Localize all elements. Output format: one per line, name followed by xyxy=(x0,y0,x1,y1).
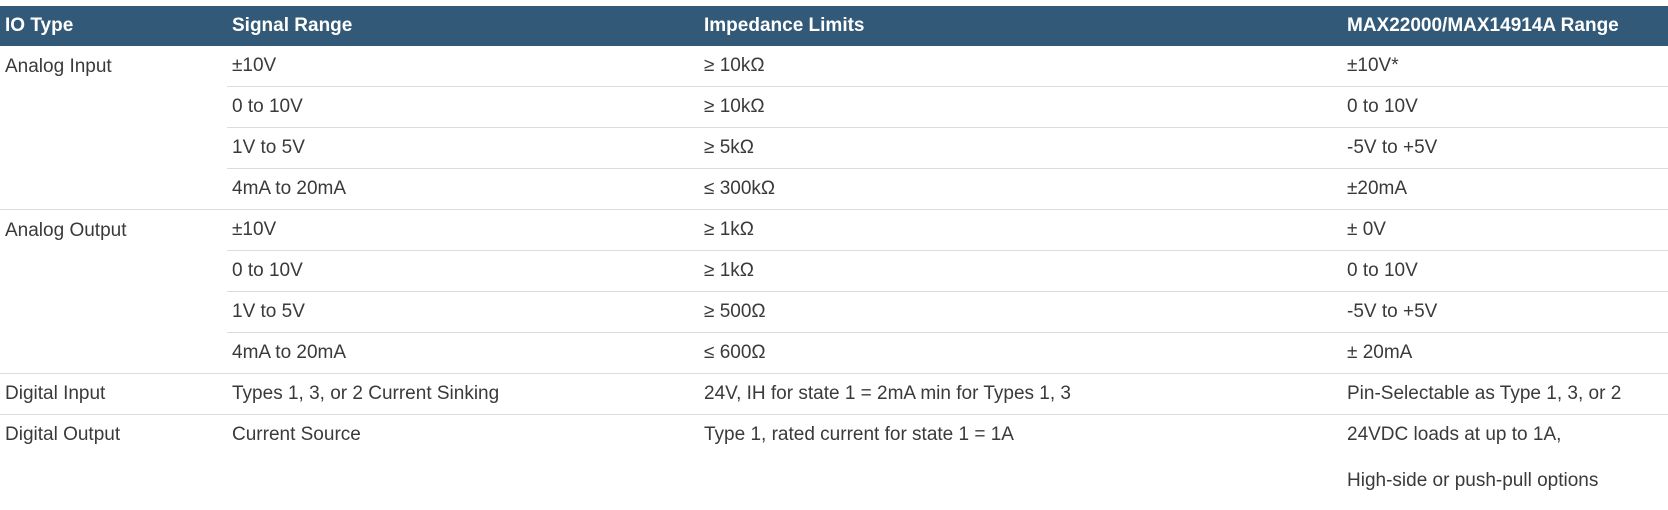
range-cell: 24VDC loads at up to 1A, High-side or pu… xyxy=(1342,414,1668,492)
range-cell: 0 to 10V xyxy=(1342,86,1668,128)
impedance-cell: 24V, IH for state 1 = 2mA min for Types … xyxy=(699,373,1342,415)
impedance-cell: ≤ 600Ω xyxy=(699,332,1342,374)
signal-cell: 4mA to 20mA xyxy=(227,168,699,210)
signal-cell: 1V to 5V xyxy=(227,127,699,169)
header-row: IO Type Signal Range Impedance Limits MA… xyxy=(0,6,1668,46)
impedance-cell: ≥ 1kΩ xyxy=(699,209,1342,251)
signal-cell: Types 1, 3, or 2 Current Sinking xyxy=(227,373,699,415)
range-cell: 0 to 10V xyxy=(1342,250,1668,292)
io-type-cell: Digital Input xyxy=(0,373,227,415)
table-row: Analog Input ±10V ≥ 10kΩ ±10V* xyxy=(0,46,1668,87)
io-type-cell: Digital Output xyxy=(0,414,227,492)
range-cell: ±10V* xyxy=(1347,55,1399,76)
header-device-range: MAX22000/MAX14914A Range xyxy=(1347,15,1619,36)
io-spec-table-container: IO Type Signal Range Impedance Limits MA… xyxy=(0,6,1668,492)
impedance-cell: ≤ 300kΩ xyxy=(699,168,1342,210)
table-row: 1V to 5V ≥ 5kΩ -5V to +5V xyxy=(0,127,1668,169)
range-line-1: 24VDC loads at up to 1A, xyxy=(1347,424,1562,445)
header-io-type: IO Type xyxy=(5,15,74,36)
impedance-cell: ≥ 10kΩ xyxy=(699,86,1342,128)
signal-cell: 4mA to 20mA xyxy=(227,332,699,374)
range-cell: -5V to +5V xyxy=(1342,291,1668,333)
io-type-cell: Analog Input xyxy=(5,56,112,77)
range-cell: ±20mA xyxy=(1342,168,1668,210)
impedance-cell: ≥ 1kΩ xyxy=(699,250,1342,292)
signal-cell: Current Source xyxy=(227,414,699,492)
signal-cell: ±10V xyxy=(227,209,699,251)
table-row: 4mA to 20mA ≤ 600Ω ± 20mA xyxy=(0,332,1668,374)
signal-cell: ±10V xyxy=(232,55,277,76)
range-cell: -5V to +5V xyxy=(1342,127,1668,169)
header-signal-range: Signal Range xyxy=(232,15,353,36)
impedance-cell: ≥ 5kΩ xyxy=(699,127,1342,169)
range-cell: ± 20mA xyxy=(1342,332,1668,374)
table-row: Digital Output Current Source Type 1, ra… xyxy=(0,414,1668,492)
table-row: 1V to 5V ≥ 500Ω -5V to +5V xyxy=(0,291,1668,333)
impedance-cell: Type 1, rated current for state 1 = 1A xyxy=(699,414,1342,492)
table-row: 0 to 10V ≥ 1kΩ 0 to 10V xyxy=(0,250,1668,292)
table-row: 4mA to 20mA ≤ 300kΩ ±20mA xyxy=(0,168,1668,210)
io-type-cell: Analog Output xyxy=(0,209,227,374)
table-body: Analog Input ±10V ≥ 10kΩ ±10V* 0 to 10V … xyxy=(0,46,1668,492)
signal-cell: 1V to 5V xyxy=(227,291,699,333)
io-spec-table: IO Type Signal Range Impedance Limits MA… xyxy=(0,6,1668,492)
table-header: IO Type Signal Range Impedance Limits MA… xyxy=(0,6,1668,46)
impedance-cell: ≥ 10kΩ xyxy=(704,55,765,76)
range-line-2: High-side or push-pull options xyxy=(1347,470,1599,491)
table-row: 0 to 10V ≥ 10kΩ 0 to 10V xyxy=(0,86,1668,128)
range-cell: Pin-Selectable as Type 1, 3, or 2 xyxy=(1342,373,1668,415)
table-row: Analog Output ±10V ≥ 1kΩ ± 0V xyxy=(0,209,1668,374)
signal-cell: 0 to 10V xyxy=(227,250,699,292)
header-impedance-limits: Impedance Limits xyxy=(704,15,865,36)
signal-cell: 0 to 10V xyxy=(227,86,699,128)
range-cell: ± 0V xyxy=(1342,209,1668,251)
impedance-cell: ≥ 500Ω xyxy=(699,291,1342,333)
table-row: Digital Input Types 1, 3, or 2 Current S… xyxy=(0,373,1668,415)
